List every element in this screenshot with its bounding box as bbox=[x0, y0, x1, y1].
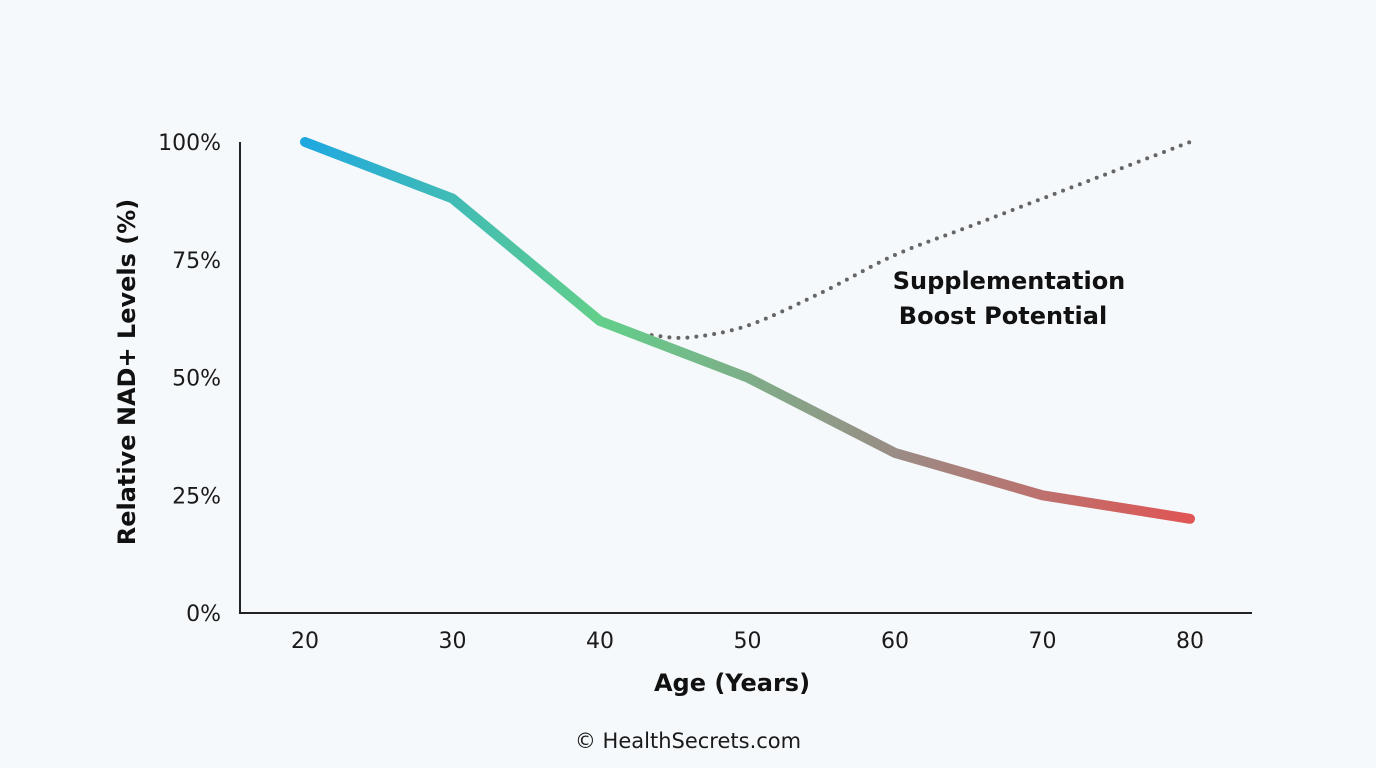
nad-levels-series-line bbox=[300, 137, 1195, 524]
x-tick-labels: 20 30 40 50 60 70 80 bbox=[291, 629, 1204, 654]
y-tick-labels: 0% 25% 50% 75% 100% bbox=[158, 131, 221, 627]
x-tick-label: 70 bbox=[1029, 629, 1057, 654]
y-tick-label: 75% bbox=[172, 249, 221, 274]
y-tick-label: 50% bbox=[172, 367, 221, 392]
copyright-footer: © HealthSecrets.com bbox=[574, 729, 802, 753]
supplementation-series-line bbox=[649, 140, 1192, 340]
y-tick-label: 0% bbox=[186, 602, 221, 627]
x-tick-label: 50 bbox=[734, 629, 762, 654]
annotation-line-1: Supplementation bbox=[893, 267, 1126, 295]
annotation-line-2: Boost Potential bbox=[899, 302, 1107, 330]
x-tick-label: 80 bbox=[1176, 629, 1204, 654]
x-tick-label: 60 bbox=[881, 629, 909, 654]
x-tick-label: 30 bbox=[439, 629, 467, 654]
y-tick-label: 100% bbox=[158, 131, 221, 156]
x-tick-label: 40 bbox=[586, 629, 614, 654]
y-axis-title: Relative NAD+ Levels (%) bbox=[113, 199, 141, 546]
y-tick-label: 25% bbox=[172, 484, 221, 509]
x-tick-label: 20 bbox=[291, 629, 319, 654]
x-axis-title: Age (Years) bbox=[654, 669, 810, 697]
